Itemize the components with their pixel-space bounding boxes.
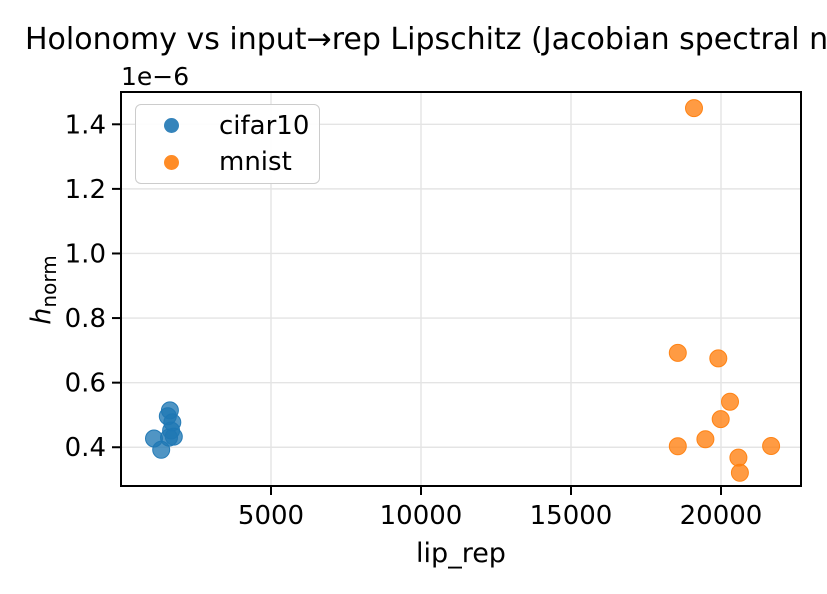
plot-border [120,91,802,487]
tick-labels-layer: 5000 10000 15000 20000 0.4 0.6 0.8 1.0 1.2 1.4 [65,110,763,531]
y-axis-offset-label: 1e−6 [121,62,189,91]
scatter-point-mnist [721,392,739,411]
y-tick-label: 0.6 [65,369,106,399]
x-tick-label: 10000 [380,501,463,531]
y-axis-label-main: h [26,308,57,325]
legend-marker-cifar10-icon [164,118,179,134]
chart-title: Holonomy vs input→rep Lipschitz (Jacobia… [25,22,827,57]
x-axis-label: lip_rep [416,538,506,569]
points-layer [145,99,781,482]
legend-item-mnist: mnist [136,144,319,180]
y-axis-label-subscript: norm [37,255,61,307]
legend-marker-mnist-icon [164,154,179,170]
x-tick-label: 15000 [530,501,613,531]
scatter-point-cifar10 [152,440,171,459]
scatter-point-mnist [729,448,748,467]
y-tick-label: 1.2 [65,175,106,205]
scatter-point-mnist [668,437,687,456]
legend-label-mnist: mnist [219,147,292,178]
tick-marks-layer [112,123,722,495]
scatter-point-mnist [730,463,749,482]
legend-label-cifar10: cifar10 [219,110,310,141]
y-tick-label: 0.8 [65,304,106,334]
y-tick-label: 0.4 [65,433,106,463]
y-axis-label: hnorm [26,255,61,324]
y-tick-label: 1.0 [65,239,106,269]
legend: cifar10 mnist [135,104,320,184]
y-tick-label: 1.4 [65,110,106,140]
grid-layer [121,92,801,486]
scatter-point-mnist [762,437,781,455]
scatter-point-mnist [685,99,703,118]
scatter-point-mnist [709,349,728,368]
legend-item-cifar10: cifar10 [136,108,319,144]
scatter-point-mnist [696,430,715,449]
scatter-point-mnist [668,343,687,362]
x-tick-label: 20000 [680,501,763,531]
scatter-point-mnist [711,410,730,429]
x-tick-label: 5000 [238,501,304,531]
